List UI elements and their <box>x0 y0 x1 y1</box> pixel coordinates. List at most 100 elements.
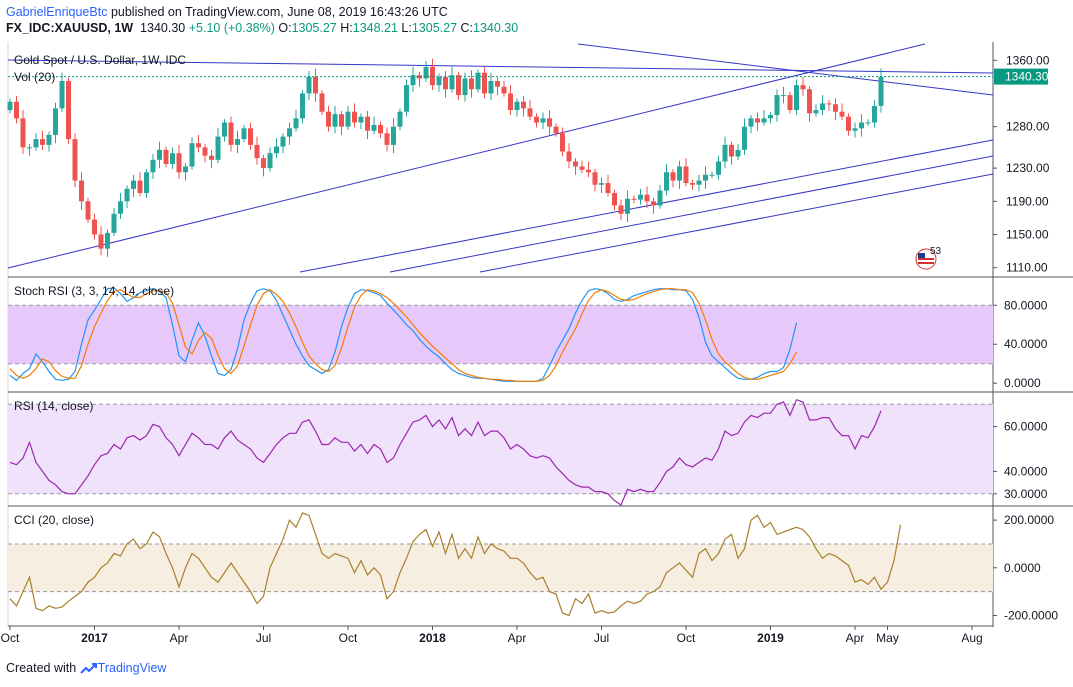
trendline-drawing <box>389 155 994 273</box>
candle-body <box>768 115 773 119</box>
candle-body <box>92 219 97 235</box>
indicator-title: CCI (20, close) <box>14 513 94 527</box>
candle-body <box>508 93 513 111</box>
candle-body <box>852 128 858 131</box>
candle-body <box>651 201 656 206</box>
candle-body <box>378 124 383 134</box>
candle-body <box>280 136 286 147</box>
volume-value-label: 53 <box>930 246 942 257</box>
indicator-tick-label: 0.0000 <box>1004 376 1041 390</box>
candle-body <box>586 169 591 173</box>
candle-body <box>553 126 559 134</box>
trendline-drawing <box>7 43 926 269</box>
candle-body <box>293 118 299 129</box>
candle-body <box>248 128 253 145</box>
chart-header: GabrielEnriqueBtc published on TradingVi… <box>6 4 518 36</box>
last-price: 1340.30 <box>140 21 186 35</box>
candle-body <box>573 161 578 167</box>
price-tick-label: 1360.00 <box>1006 53 1050 67</box>
price-change: +5.10 (+0.38%) <box>188 21 275 35</box>
candle-body <box>443 76 448 90</box>
candle-body <box>358 116 364 123</box>
candle-body <box>826 103 832 105</box>
candle-body <box>839 111 845 117</box>
indicator-tick-label: 40.0000 <box>1004 464 1048 478</box>
us-flag-canton <box>918 253 925 258</box>
candle-body <box>664 172 669 191</box>
open-label: O: <box>278 21 292 35</box>
time-tick-label: 2017 <box>81 631 108 645</box>
candle-body <box>677 166 682 181</box>
candle-body <box>625 198 630 214</box>
candle-body <box>501 86 507 94</box>
trendline-drawing <box>7 59 994 74</box>
candle-body <box>261 158 266 169</box>
candle-body <box>332 114 338 127</box>
indicator-band <box>8 543 993 592</box>
candle-body <box>352 111 357 123</box>
candle-body <box>475 72 481 90</box>
candle-body <box>703 174 708 181</box>
volume-indicator-label: Vol (20) <box>14 70 55 84</box>
time-tick-label: May <box>876 631 899 645</box>
time-tick-label: Apr <box>508 631 527 645</box>
candle-body <box>391 126 396 145</box>
candle-body <box>209 155 214 160</box>
candle-body <box>202 147 208 156</box>
candle-body <box>326 111 331 127</box>
indicator-tick-label: 40.0000 <box>1004 337 1048 351</box>
candle-body <box>150 159 156 173</box>
candle-body <box>872 105 877 123</box>
price-tick-label: 1110.00 <box>1006 261 1048 275</box>
candle-body <box>722 144 728 162</box>
candle-body <box>833 104 838 112</box>
candle-body <box>111 213 117 233</box>
candle-body <box>189 143 195 167</box>
candle-body <box>40 139 45 145</box>
time-tick-label: 2019 <box>757 631 784 645</box>
low-value: 1305.27 <box>411 21 458 35</box>
candle-body <box>566 151 572 162</box>
candle-body <box>794 85 799 111</box>
candle-body <box>527 108 533 117</box>
candle-body <box>163 149 169 164</box>
time-tick-label: Oct <box>339 631 358 645</box>
candle-body <box>222 122 227 137</box>
time-tick-label: Aug <box>961 631 982 645</box>
candle-body <box>670 172 676 181</box>
time-tick-label: Oct <box>1 631 20 645</box>
created-with-label: Created with <box>6 661 77 675</box>
low-label: L: <box>401 21 412 35</box>
candle-body <box>274 146 279 154</box>
candle-body <box>540 118 546 123</box>
symbol[interactable]: FX_IDC:XAUUSD, 1W <box>6 21 134 35</box>
candle-body <box>599 183 604 185</box>
indicator-series-line <box>9 288 798 382</box>
candle-body <box>72 139 78 181</box>
time-tick-label: 2018 <box>419 631 446 645</box>
candle-body <box>755 118 760 123</box>
candle-body <box>170 153 175 164</box>
candle-body <box>865 122 871 124</box>
candle-body <box>638 194 643 200</box>
candle-body <box>7 101 13 111</box>
candle-body <box>423 66 429 79</box>
candle-body <box>859 122 864 129</box>
candle-body <box>813 110 819 114</box>
us-flag-stripe <box>918 258 934 260</box>
candle-body <box>27 147 32 149</box>
indicator-tick-label: 0.0000 <box>1004 561 1041 575</box>
candle-body <box>345 111 351 127</box>
footer: Created with TradingView <box>6 661 166 675</box>
candle-body <box>365 116 370 131</box>
publish-info: published on TradingView.com, June 08, 2… <box>110 5 448 19</box>
candle-body <box>228 122 234 145</box>
tradingview-link[interactable]: TradingView <box>97 661 167 675</box>
author-link[interactable]: GabrielEnriqueBtc <box>6 5 108 19</box>
candle-body <box>384 133 390 145</box>
indicator-series-line <box>9 512 902 617</box>
candle-body <box>131 180 136 189</box>
candle-body <box>456 75 461 96</box>
candle-body <box>592 172 598 185</box>
